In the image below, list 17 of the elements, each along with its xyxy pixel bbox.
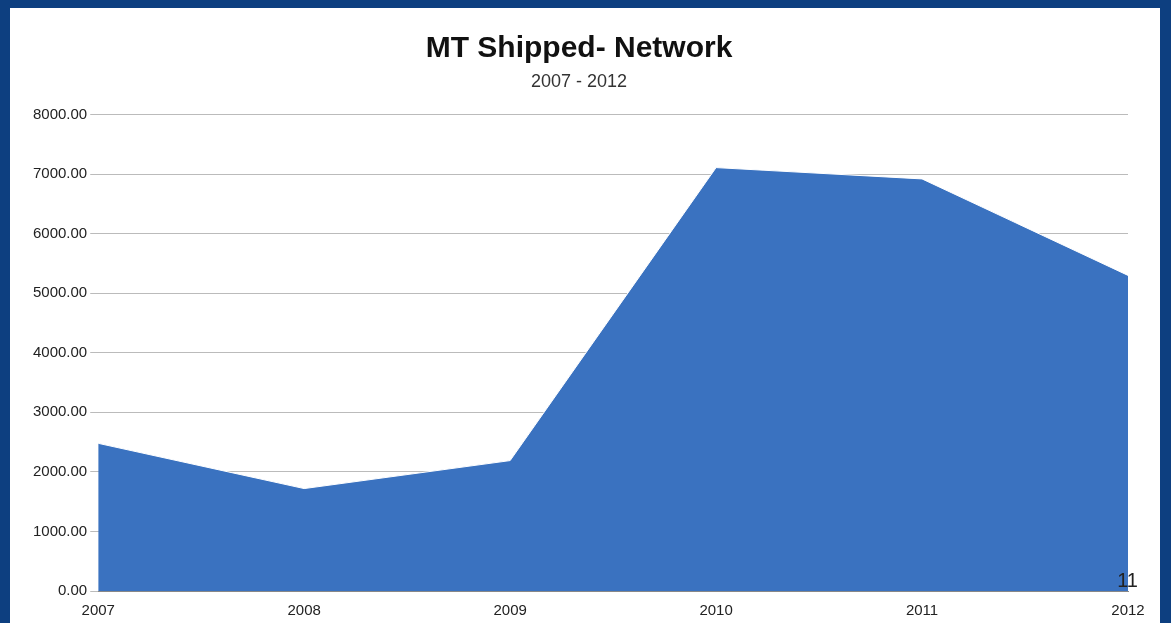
y-tick-label: 1000.00: [32, 521, 88, 539]
x-tick-label: 2007: [81, 601, 115, 619]
chart-title: MT Shipped- Network: [425, 30, 733, 64]
chart-subtitle: 2007 - 2012: [530, 70, 628, 91]
x-tick-label: 2011: [905, 601, 939, 619]
y-tick-label: 6000.00: [32, 223, 88, 241]
y-tick-label: 5000.00: [32, 283, 88, 301]
y-tick-label: 0.00: [58, 581, 88, 599]
y-tick-label: 4000.00: [32, 342, 88, 360]
y-tick-label: 7000.00: [32, 164, 88, 182]
x-tick-label: 2008: [287, 601, 321, 619]
x-tick-label: 2012: [1111, 601, 1145, 619]
x-tick-label: 2010: [699, 601, 733, 619]
y-tick-label: 3000.00: [32, 402, 88, 420]
y-tick-label: 8000.00: [32, 104, 88, 122]
y-tick-label: 2000.00: [32, 462, 88, 480]
x-tick-label: 2009: [493, 601, 527, 619]
